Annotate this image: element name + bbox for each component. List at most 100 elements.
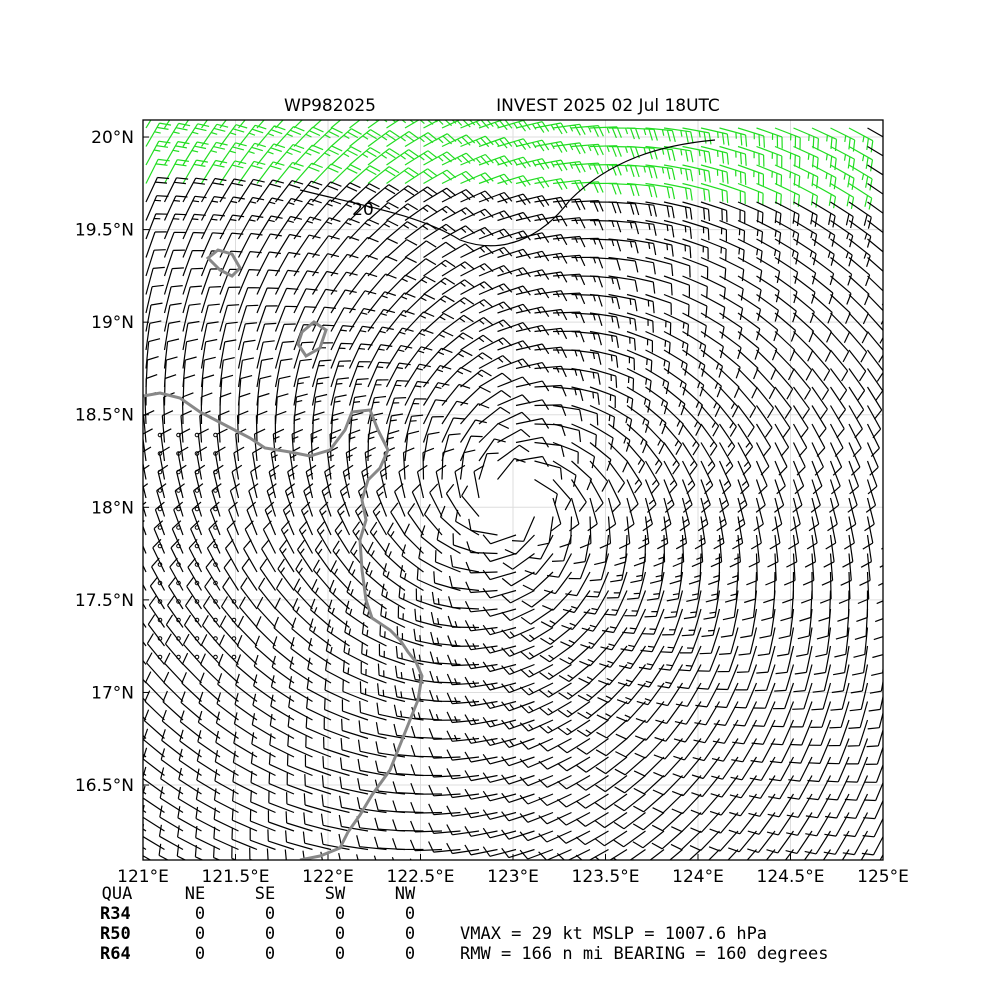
wind-barb [645,219,675,238]
wind-barb [360,661,387,684]
wind-barb [176,844,187,860]
wind-barb [756,645,776,674]
wind-barb [522,571,554,591]
wind-barb [552,386,584,402]
wind-barb [163,231,186,258]
wind-barb [782,571,795,604]
wind-barb [608,367,635,391]
wind-barb [570,479,587,512]
wind-barb [557,793,591,808]
wind-barb [235,654,258,684]
wind-barb [468,518,498,536]
wind-barb [846,738,869,765]
wind-barb [478,210,513,222]
wind-barb [182,267,204,295]
wind-barb [717,645,739,673]
wind-barb [464,770,498,782]
wind-barb [169,557,184,591]
wind-barb [608,145,640,159]
wind-barb [361,464,372,499]
wind-barb [256,233,282,258]
wind-barb [497,267,531,278]
wind-barb [501,663,535,675]
wind-barb [323,736,350,758]
calm-dot [176,525,181,530]
wind-barb [774,238,799,265]
wind-barb [800,571,813,604]
wind-barb [410,801,443,814]
wind-barb [502,553,535,570]
wind-barb [607,479,621,513]
wind-barb [185,595,202,628]
wind-barb [497,248,531,259]
wind-barb [811,386,828,420]
wind-barb [867,201,883,214]
wind-barb [428,841,461,853]
grid [142,120,884,860]
wind-barb [404,258,437,277]
wind-barb [757,627,776,657]
wind-barb [250,790,276,814]
wind-barb [349,254,379,277]
calm-dot [194,451,200,456]
wind-barb [497,340,531,351]
wind-barb [416,567,443,592]
wind-barb [182,652,202,684]
wind-barb [663,127,694,144]
wind-barb [412,648,443,666]
wind-barb [626,293,655,314]
wind-barb [519,848,554,860]
wind-barb [608,293,638,312]
wind-barb [497,230,531,241]
wind-barb [182,231,205,258]
wind-barb [223,558,240,591]
wind-barb [306,696,332,721]
wind-barb [738,627,758,656]
wind-barb [149,576,166,610]
wind-barb [679,497,690,532]
wind-barb [755,423,772,457]
wind-barb [848,442,861,476]
wind-barb [348,378,369,406]
wind-barb [573,534,591,565]
calm-dot [194,636,200,641]
wind-barb [719,145,747,166]
wind-barb [401,544,424,573]
wind-barb [423,347,453,369]
wind-barb [610,553,628,583]
wind-barb [671,775,702,797]
wind-barb [420,525,443,554]
wind-barb [501,811,535,822]
wind-barb [314,540,332,573]
wind-barb [248,483,259,517]
wind-barb [784,849,794,860]
wind-barb [608,460,625,493]
wind-barb [182,213,206,240]
wind-barb [441,243,475,259]
wind-barb [634,719,665,741]
wind-barb [324,697,350,721]
wind-barb [179,710,202,739]
wind-barb [231,827,258,851]
wind-barb [809,719,832,746]
wind-barb [732,719,758,745]
wind-barb [404,150,438,166]
wind-barb [339,483,351,517]
wind-barb [441,400,469,425]
calm-dot [194,506,200,512]
wind-barb [613,812,646,830]
wind-barb [540,608,572,628]
wind-barb [750,738,776,763]
wind-barb [274,305,298,332]
wind-barb [848,275,870,306]
wind-barb [321,775,350,795]
wind-barb [386,149,419,166]
wind-barb [589,479,604,513]
wind-barb [464,825,498,837]
wind-barb [515,436,550,448]
wind-barb [867,331,883,363]
wind-barb [232,789,258,814]
wind-barb [853,627,869,658]
wind-barb [195,826,221,851]
wind-barb [774,386,792,419]
